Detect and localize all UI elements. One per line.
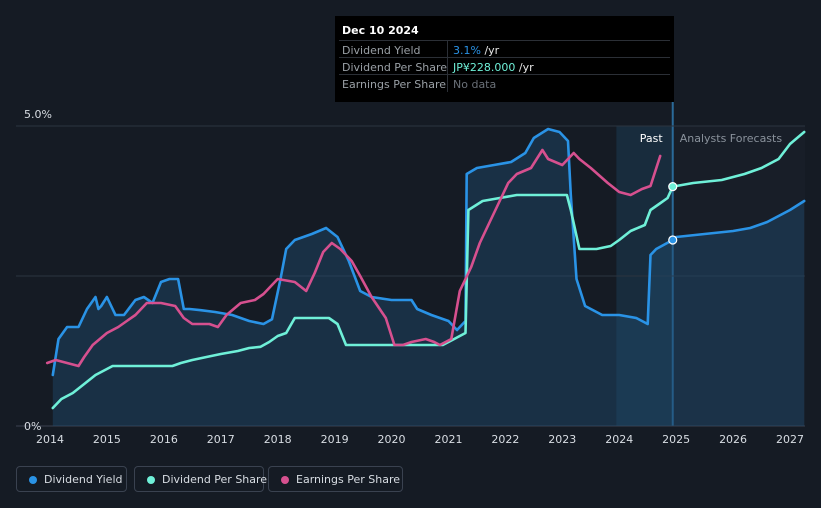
tooltip-row-earnings-per-share: Earnings Per Share No data bbox=[339, 74, 670, 92]
tooltip-row-dividend-yield: Dividend Yield 3.1% /yr bbox=[339, 40, 670, 58]
tooltip-date: Dec 10 2024 bbox=[342, 24, 419, 37]
dividend-per-share-line bbox=[51, 130, 806, 410]
x-tick-label: 2017 bbox=[207, 433, 235, 446]
tooltip-value: JP¥228.000 /yr bbox=[453, 61, 534, 74]
x-tick-label: 2016 bbox=[150, 433, 178, 446]
tooltip-value: 3.1% /yr bbox=[453, 44, 500, 57]
tooltip-label: Dividend Yield bbox=[342, 44, 421, 57]
legend-label: Earnings Per Share bbox=[296, 473, 401, 486]
x-tick-label: 2025 bbox=[662, 433, 690, 446]
x-tick-label: 2020 bbox=[378, 433, 406, 446]
legend-dot bbox=[281, 476, 289, 484]
tooltip-label: Earnings Per Share bbox=[342, 78, 447, 91]
legend-label: Dividend Yield bbox=[44, 473, 123, 486]
legend-earnings-per-share[interactable]: Earnings Per Share bbox=[268, 466, 403, 492]
legend-dividend-per-share[interactable]: Dividend Per Share bbox=[134, 466, 268, 492]
legend-dividend-yield[interactable]: Dividend Yield bbox=[16, 466, 127, 492]
y-tick-label: 5.0% bbox=[24, 108, 52, 121]
legend-label: Dividend Per Share bbox=[162, 473, 268, 486]
x-tick-label: 2014 bbox=[36, 433, 64, 446]
dividend-yield-area bbox=[52, 129, 805, 426]
tooltip-row-dividend-per-share: Dividend Per Share JP¥228.000 /yr bbox=[339, 57, 670, 75]
x-tick-label: 2021 bbox=[434, 433, 462, 446]
earnings-per-share-line bbox=[45, 148, 662, 368]
x-tick-label: 2023 bbox=[548, 433, 576, 446]
tooltip-value: No data bbox=[453, 78, 497, 91]
dividend-yield-line bbox=[51, 127, 806, 377]
x-tick-label: 2018 bbox=[264, 433, 292, 446]
x-tick-label: 2022 bbox=[491, 433, 519, 446]
x-tick-label: 2026 bbox=[719, 433, 747, 446]
dividend-yield-marker bbox=[668, 235, 678, 245]
x-tick-label: 2024 bbox=[605, 433, 633, 446]
dividend-per-share-marker bbox=[668, 182, 678, 192]
y-tick-label: 0% bbox=[24, 420, 41, 433]
forecast-label: Analysts Forecasts bbox=[680, 132, 783, 145]
x-tick-label: 2027 bbox=[776, 433, 804, 446]
x-tick-label: 2019 bbox=[321, 433, 349, 446]
x-tick-label: 2015 bbox=[93, 433, 121, 446]
legend-dot bbox=[29, 476, 37, 484]
legend-dot bbox=[147, 476, 155, 484]
tooltip-label: Dividend Per Share bbox=[342, 61, 448, 74]
tooltip: Dec 10 2024 Dividend Yield 3.1% /yr Divi… bbox=[335, 16, 674, 102]
past-label: Past bbox=[640, 132, 664, 145]
